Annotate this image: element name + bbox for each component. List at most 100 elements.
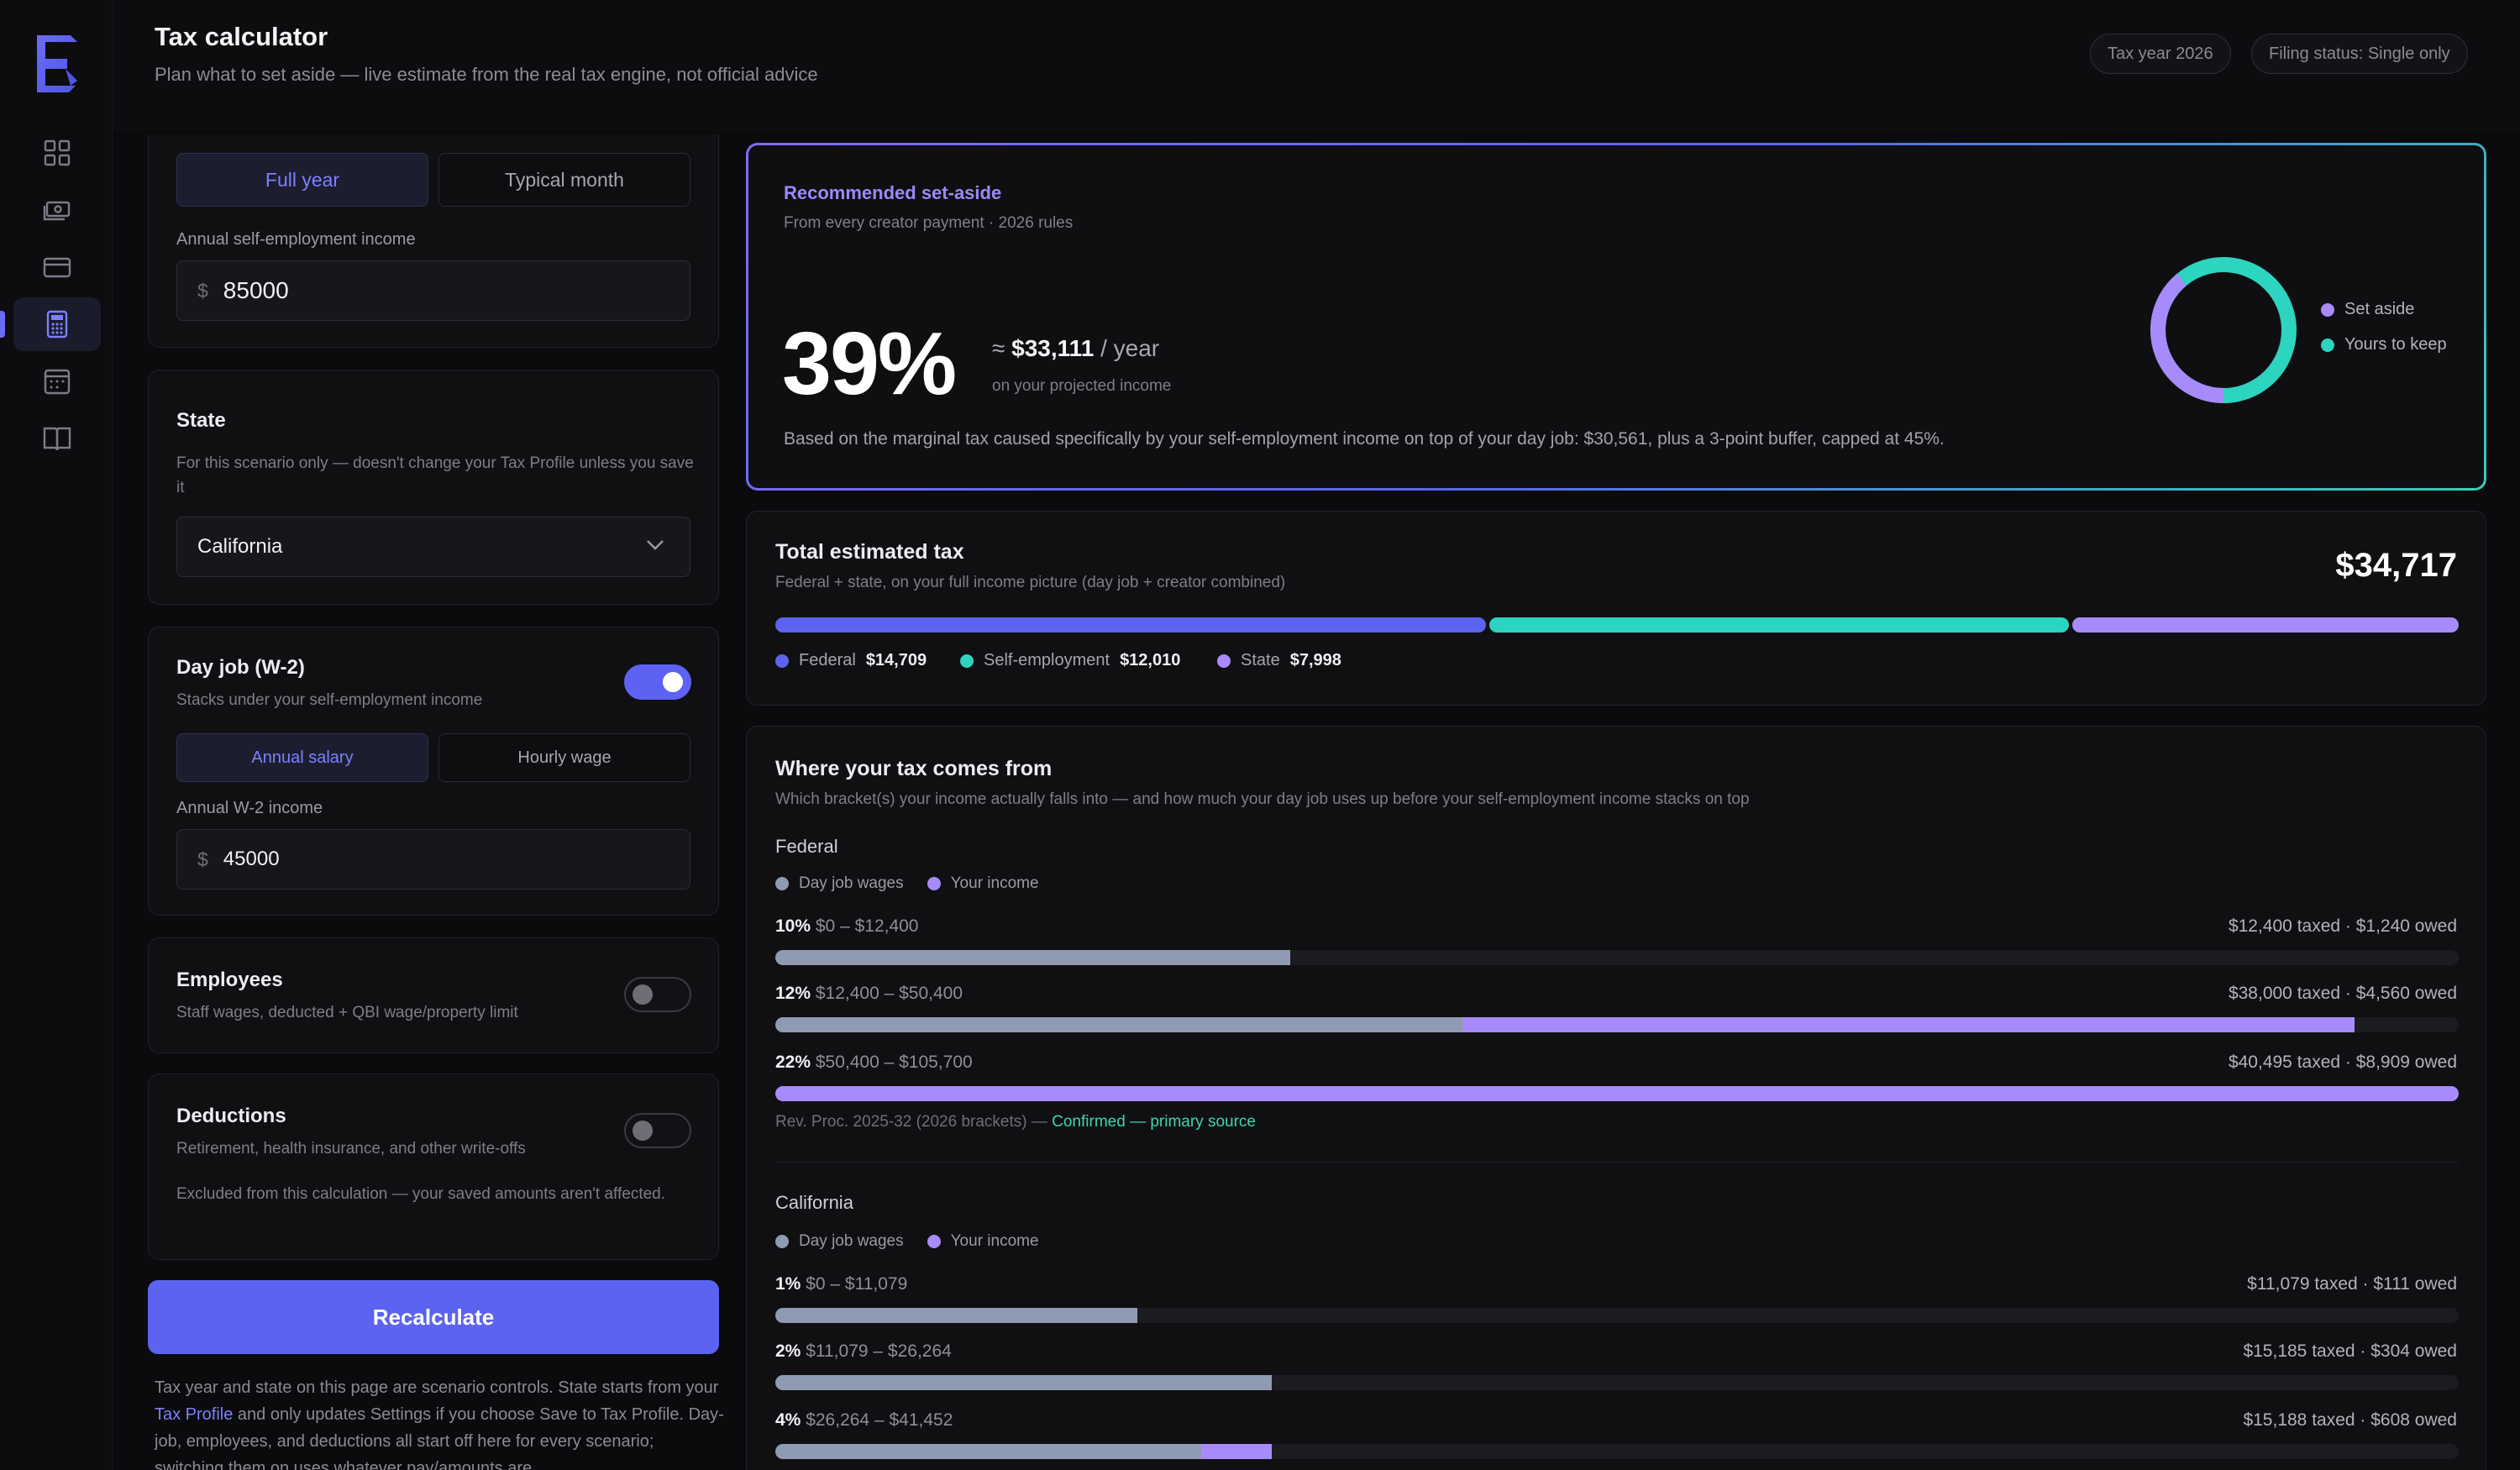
state-select[interactable]: California (176, 517, 690, 577)
deductions-description: Retirement, health insurance, and other … (176, 1140, 526, 1158)
income-card: Full year Typical month Annual self-empl… (148, 134, 719, 348)
bracket-label: 4% $26,264 – $41,452 (775, 1410, 953, 1431)
set-aside-amount: ≈ $33,111 / year (992, 335, 1159, 362)
bracket-range: $0 – $12,400 (815, 916, 919, 936)
w2-income-input[interactable]: $ 45000 (176, 829, 690, 890)
self-employment-income-input[interactable]: $ 85000 (176, 260, 690, 321)
nav-tax-calculator[interactable] (0, 297, 101, 351)
bracket-bar (775, 1444, 2459, 1459)
legend-dot (927, 1235, 941, 1248)
legend-federal: Federal $14,709 (775, 651, 927, 670)
bar-your-income (775, 1086, 2459, 1101)
bracket-label: 22% $50,400 – $105,700 (775, 1053, 973, 1073)
recalculate-button[interactable]: Recalculate (148, 1280, 719, 1354)
deductions-title: Deductions (176, 1105, 286, 1127)
source-text: Rev. Proc. 2025-32 (2026 brackets) — (775, 1113, 1047, 1131)
legend-amount: $7,998 (1289, 651, 1341, 669)
mode-annual-salary-tab[interactable]: Annual salary (176, 733, 428, 782)
bar-your-income (1462, 1017, 2355, 1032)
legend-label: Your income (950, 874, 1039, 892)
legend-label: Federal (799, 651, 856, 669)
currency-symbol: $ (197, 279, 208, 302)
bracket-range: $0 – $11,079 (806, 1274, 908, 1294)
nav-income[interactable] (13, 183, 101, 237)
app-logo[interactable] (32, 32, 82, 96)
bar-day-job-wages (775, 1375, 1273, 1390)
approx-sublabel: on your projected income (992, 377, 1172, 395)
bracket-range: $12,400 – $50,400 (815, 984, 963, 1003)
footnote-text-start: Tax year and state on this page are scen… (155, 1378, 719, 1397)
day-job-toggle[interactable] (624, 664, 691, 700)
dashboard-icon (44, 139, 71, 166)
legend-label: Set aside (2344, 300, 2415, 318)
chevron-down-icon (647, 540, 664, 550)
legend-set-aside: Set aside (2321, 300, 2414, 319)
day-job-description: Stacks under your self-employment income (176, 691, 483, 709)
tax-profile-link[interactable]: Tax Profile (155, 1405, 234, 1424)
approx-symbol: ≈ (992, 335, 1005, 361)
nav-dashboard[interactable] (13, 126, 101, 180)
bracket-rate: 12% (775, 984, 811, 1003)
bracket-summary: $12,400 taxed · $1,240 owed (2228, 916, 2457, 936)
bracket-summary: $15,185 taxed · $304 owed (2243, 1341, 2457, 1361)
approx-amount: $33,111 (1011, 335, 1095, 361)
footnote-text-end: and only updates Settings if you choose … (155, 1405, 724, 1470)
employees-toggle[interactable] (624, 977, 691, 1012)
total-tax-title: Total estimated tax (775, 540, 964, 564)
period-full-year-tab[interactable]: Full year (176, 153, 428, 207)
nav-calendar[interactable] (13, 354, 101, 408)
deductions-card: Deductions Retirement, health insurance,… (148, 1074, 719, 1260)
period-typical-month-tab[interactable]: Typical month (438, 153, 690, 207)
set-aside-donut-chart (2150, 257, 2297, 403)
bar-day-job-wages (775, 1308, 1137, 1323)
set-aside-sublabel: From every creator payment · 2026 rules (784, 214, 1074, 232)
bracket-summary: $11,079 taxed · $111 owed (2247, 1274, 2457, 1294)
total-tax-subtitle: Federal + state, on your full income pic… (775, 574, 1286, 591)
day-job-title: Day job (W-2) (176, 656, 305, 679)
legend-dot (2321, 338, 2334, 352)
legend-yours-to-keep: Yours to keep (2321, 335, 2447, 354)
state-description: For this scenario only — doesn't change … (176, 454, 694, 496)
legend-dot (1217, 654, 1231, 668)
toggle-knob (663, 672, 683, 692)
bracket-range: $50,400 – $105,700 (815, 1053, 973, 1072)
legend-label: Day job wages (799, 874, 904, 892)
toggle-knob (633, 1121, 653, 1141)
bracket-rate: 10% (775, 916, 811, 936)
state-title: State (176, 409, 226, 432)
brackets-subtitle: Which bracket(s) your income actually fa… (775, 790, 1750, 808)
currency-symbol: $ (197, 848, 208, 870)
bracket-label: 10% $0 – $12,400 (775, 916, 919, 937)
bracket-bar (775, 1308, 2459, 1323)
w2-field-label: Annual W-2 income (176, 799, 323, 817)
nav-expenses[interactable] (13, 240, 101, 294)
set-aside-card: Recommended set-aside From every creator… (746, 143, 2486, 491)
bracket-rate: 2% (775, 1341, 801, 1361)
legend-label: Your income (950, 1232, 1039, 1250)
scenario-footnote: Tax year and state on this page are scen… (155, 1374, 726, 1470)
donut-set-aside-segment (2150, 257, 2297, 403)
tax-breakdown-bar (775, 617, 2459, 633)
legend-dot (775, 877, 789, 890)
deductions-toggle[interactable] (624, 1113, 691, 1148)
legend-dot (775, 1235, 789, 1248)
bracket-rate: 22% (775, 1053, 811, 1072)
bracket-bar (775, 1375, 2459, 1390)
employees-card: Employees Staff wages, deducted + QBI wa… (148, 937, 719, 1053)
page-header: Tax calculator Plan what to set aside — … (113, 0, 2520, 131)
nav-guides[interactable] (13, 412, 101, 465)
bracket-range: $26,264 – $41,452 (806, 1410, 953, 1430)
tax-segment-self-employment (1488, 617, 2070, 633)
legend-dot (927, 877, 941, 890)
mode-hourly-wage-tab[interactable]: Hourly wage (438, 733, 690, 782)
federal-source-note: Rev. Proc. 2025-32 (2026 brackets) — Con… (775, 1113, 1256, 1131)
cash-icon (43, 201, 71, 221)
bar-day-job-wages (775, 950, 1291, 965)
filing-status-badge: Filing status: Single only (2251, 34, 2468, 74)
w2-income-value: 45000 (223, 848, 280, 870)
total-tax-card: Total estimated tax Federal + state, on … (746, 511, 2486, 706)
legend-state: State $7,998 (1217, 651, 1341, 670)
book-icon (43, 427, 71, 451)
legend-dot (960, 654, 974, 668)
income-value: 85000 (223, 277, 289, 303)
